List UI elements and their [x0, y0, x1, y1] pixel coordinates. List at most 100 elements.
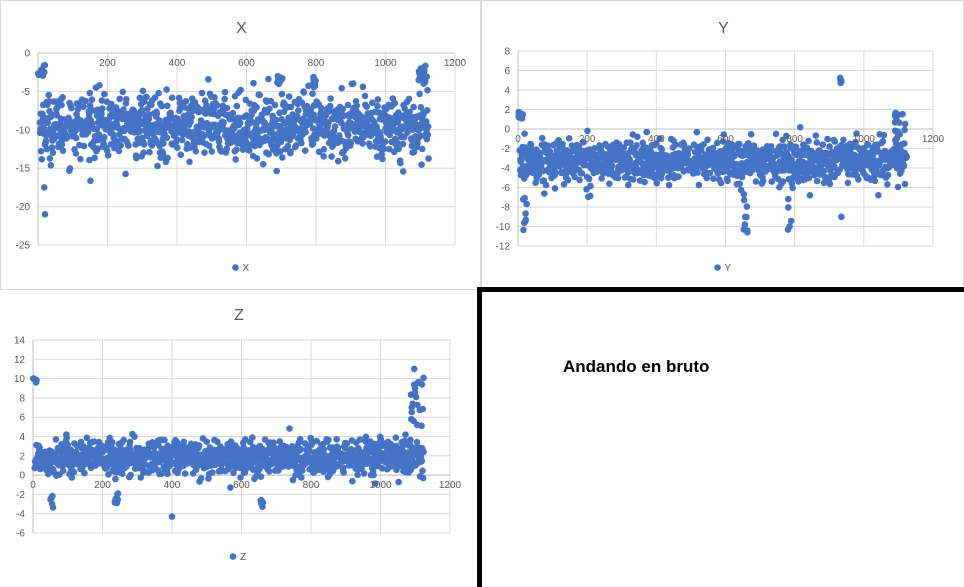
x-tick-label: 400: [164, 480, 181, 491]
y-tick-label: 8: [504, 47, 510, 58]
data-point: [116, 95, 123, 103]
data-point: [77, 155, 84, 163]
chart-panel-y[interactable]: Y 8 6 4 2 0 -2 -4 -6 -8 -10 -12 0 200 400 600 800 1000 120…: [481, 0, 964, 290]
data-point: [215, 127, 222, 135]
data-point: [90, 438, 98, 445]
data-point: [379, 155, 386, 163]
data-point: [344, 101, 352, 109]
data-point: [155, 89, 162, 97]
data-point: [614, 174, 622, 182]
data-point: [408, 415, 415, 423]
data-point: [41, 184, 48, 191]
data-point: [585, 175, 593, 183]
data-point: [733, 160, 740, 168]
data-point: [213, 438, 221, 445]
data-point: [410, 103, 417, 111]
y-tick-label: 0: [504, 125, 510, 136]
data-point: [237, 474, 244, 481]
data-point: [59, 94, 66, 101]
data-point: [126, 438, 134, 446]
chart-panel-x[interactable]: X 0 -5 -10 -15 -20 -25 200 400 600 800 1000 1200 X: [0, 0, 481, 290]
data-point: [744, 227, 751, 234]
data-point: [46, 125, 54, 133]
data-point: [643, 128, 650, 136]
data-point: [576, 176, 583, 184]
data-point: [633, 142, 640, 149]
data-point: [386, 131, 394, 139]
data-point: [417, 104, 425, 111]
data-point: [320, 146, 328, 153]
data-point: [706, 169, 714, 177]
data-point: [634, 133, 641, 141]
data-point: [420, 80, 428, 87]
data-point: [192, 147, 200, 155]
data-point: [243, 112, 250, 119]
data-point: [710, 175, 717, 182]
data-point: [214, 102, 221, 109]
data-point: [724, 177, 731, 185]
data-point: [359, 140, 366, 147]
data-point: [408, 404, 416, 411]
data-point: [713, 139, 721, 147]
x-tick-label: 600: [238, 58, 255, 69]
data-point: [257, 473, 265, 480]
data-point: [284, 142, 292, 150]
data-point: [108, 438, 116, 446]
data-point: [276, 148, 284, 155]
data-point: [844, 179, 852, 187]
data-point: [787, 217, 795, 225]
data-point: [257, 497, 265, 504]
data-point: [37, 147, 45, 155]
data-point: [685, 145, 693, 152]
data-point: [779, 178, 787, 185]
legend-label: X: [243, 263, 250, 274]
data-point: [783, 132, 790, 140]
data-point: [560, 181, 568, 188]
data-point: [359, 83, 367, 91]
x-tick-label: 200: [579, 134, 596, 145]
data-point: [564, 176, 572, 184]
data-point: [416, 90, 423, 98]
x-tick-label: 800: [303, 480, 320, 491]
y-tick-label: -6: [501, 183, 510, 194]
data-point: [361, 92, 369, 100]
data-point: [206, 142, 213, 150]
data-point: [99, 105, 106, 112]
data-point: [340, 469, 348, 476]
data-point: [587, 182, 594, 190]
data-point: [639, 139, 647, 147]
data-point: [203, 102, 210, 109]
data-point: [211, 94, 218, 101]
data-point: [855, 176, 862, 183]
data-point: [806, 192, 814, 199]
data-point: [83, 434, 91, 442]
data-point: [112, 475, 119, 483]
data-point: [286, 425, 293, 432]
data-point: [104, 152, 112, 159]
data-point: [740, 190, 748, 198]
data-point: [849, 143, 857, 151]
data-point: [153, 110, 161, 118]
data-point: [249, 434, 256, 441]
data-point: [275, 467, 282, 474]
data-point: [334, 444, 342, 451]
data-point: [209, 469, 216, 476]
data-point: [425, 155, 432, 162]
data-point: [80, 103, 87, 110]
data-point: [520, 226, 527, 234]
data-point: [362, 433, 370, 441]
data-point: [703, 174, 711, 182]
data-point: [747, 131, 755, 138]
data-point: [606, 180, 613, 187]
data-point: [63, 434, 70, 441]
data-point: [407, 436, 414, 444]
data-point: [805, 137, 812, 145]
data-point: [591, 145, 598, 152]
data-point: [236, 119, 244, 127]
data-point: [415, 68, 423, 75]
legend-label: Z: [240, 552, 246, 563]
chart-panel-z[interactable]: Z 14 12 10 8 6 4 2 0 -2 -4 -6 0 200 400 600 800 1000 1200 Z: [0, 290, 478, 584]
data-point: [266, 468, 273, 475]
data-point: [148, 142, 156, 149]
data-point: [826, 143, 833, 150]
